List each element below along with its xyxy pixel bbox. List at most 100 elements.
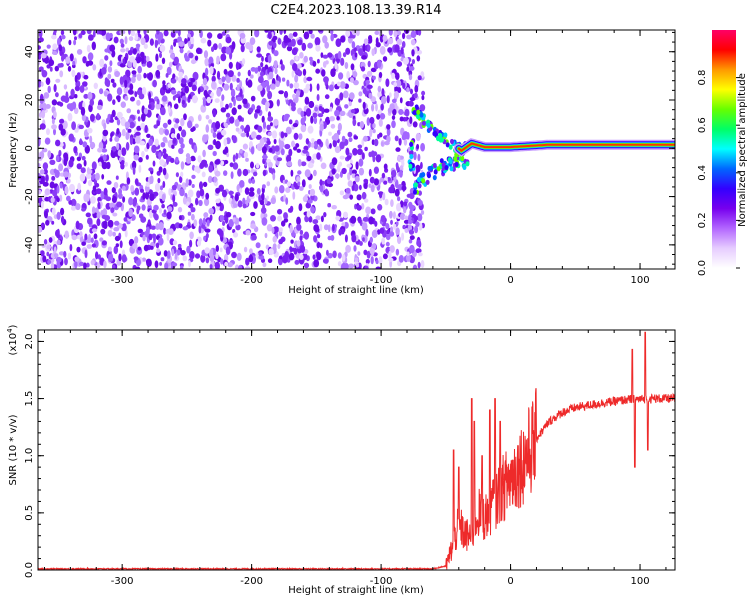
signal-speck — [454, 161, 459, 167]
noise-speck — [204, 228, 211, 233]
noise-speck — [330, 30, 334, 35]
noise-speck — [156, 248, 161, 253]
noise-speck — [238, 217, 242, 222]
noise-speck — [59, 102, 64, 107]
noise-speck — [371, 48, 376, 56]
noise-speck — [310, 33, 315, 39]
noise-speck — [227, 262, 234, 268]
noise-speck — [396, 30, 402, 36]
noise-speck — [231, 107, 237, 116]
noise-speck — [155, 69, 161, 78]
noise-speck — [337, 122, 342, 132]
noise-speck — [417, 153, 421, 162]
noise-speck — [347, 172, 351, 181]
noise-speck — [324, 188, 329, 197]
noise-speck — [124, 162, 128, 167]
noise-speck — [255, 242, 261, 249]
noise-speck — [237, 168, 242, 177]
noise-speck — [312, 112, 318, 118]
noise-speck — [97, 147, 103, 153]
noise-speck — [232, 154, 236, 163]
signal-speck — [436, 166, 441, 172]
noise-speck — [318, 105, 323, 112]
noise-speck — [209, 92, 215, 97]
noise-speck — [178, 223, 183, 229]
noise-speck — [312, 254, 316, 260]
noise-speck — [262, 121, 267, 130]
noise-speck — [403, 215, 409, 220]
noise-speck — [369, 236, 373, 243]
noise-speck — [192, 126, 196, 132]
noise-speck — [362, 216, 369, 222]
noise-speck — [256, 46, 261, 53]
noise-speck — [297, 170, 302, 175]
noise-speck — [321, 69, 326, 77]
noise-speck — [285, 126, 292, 135]
noise-speck — [206, 219, 210, 227]
noise-speck — [89, 135, 93, 144]
noise-speck — [205, 257, 210, 264]
noise-speck — [133, 145, 140, 154]
noise-speck — [177, 243, 182, 248]
noise-speck — [205, 124, 210, 133]
noise-speck — [236, 96, 243, 102]
noise-speck — [180, 118, 185, 127]
noise-speck — [199, 162, 205, 169]
noise-speck — [209, 264, 213, 269]
noise-speck — [38, 55, 41, 60]
noise-speck — [97, 254, 101, 260]
noise-speck — [388, 92, 392, 98]
noise-speck — [417, 30, 422, 36]
noise-speck — [56, 239, 61, 246]
noise-speck — [195, 47, 202, 55]
noise-speck — [312, 219, 319, 225]
noise-speck — [257, 65, 262, 72]
noise-speck — [71, 101, 77, 110]
noise-speck — [208, 207, 214, 215]
noise-speck — [356, 194, 362, 201]
noise-speck — [394, 44, 400, 53]
noise-speck — [189, 239, 193, 248]
noise-speck — [160, 257, 165, 262]
noise-speck — [306, 155, 312, 162]
noise-speck — [223, 159, 229, 165]
noise-speck — [258, 76, 264, 84]
noise-speck — [212, 109, 217, 118]
noise-speck — [101, 214, 107, 219]
noise-speck — [214, 98, 220, 103]
noise-speck — [146, 258, 152, 267]
noise-speck — [353, 47, 357, 52]
noise-speck — [361, 203, 365, 210]
noise-speck — [376, 113, 381, 120]
noise-speck — [363, 182, 368, 189]
noise-speck — [215, 121, 221, 130]
noise-speck — [297, 181, 301, 187]
noise-speck — [372, 155, 376, 163]
noise-speck — [290, 239, 294, 244]
noise-speck — [213, 176, 217, 183]
noise-speck — [397, 236, 402, 245]
noise-speck — [212, 150, 217, 157]
noise-speck — [58, 163, 64, 172]
noise-speck — [358, 91, 363, 97]
noise-speck — [179, 48, 184, 54]
noise-speck — [399, 116, 404, 122]
noise-speck — [180, 265, 184, 269]
noise-speck — [310, 142, 315, 148]
noise-speck — [101, 148, 108, 153]
noise-speck — [165, 73, 169, 78]
noise-speck — [415, 248, 422, 254]
noise-speck — [51, 220, 55, 225]
noise-speck — [391, 72, 396, 80]
noise-speck — [306, 210, 311, 218]
noise-speck — [118, 253, 122, 262]
noise-speck — [291, 70, 295, 78]
noise-speck — [395, 72, 400, 80]
noise-speck — [140, 37, 146, 46]
noise-speck — [79, 138, 83, 146]
x-tick-label: -200 — [240, 275, 263, 286]
noise-speck — [120, 48, 126, 53]
noise-speck — [399, 169, 403, 178]
noise-speck — [286, 181, 291, 187]
noise-speck — [168, 188, 172, 196]
